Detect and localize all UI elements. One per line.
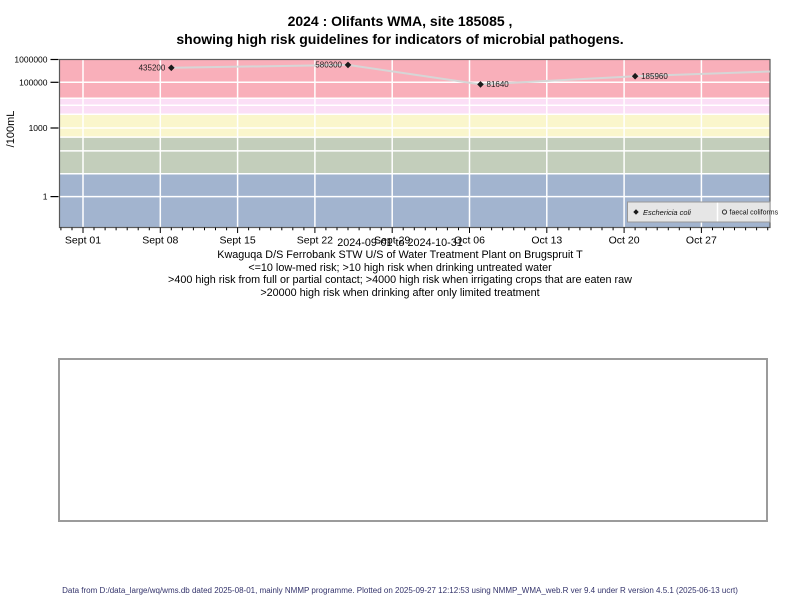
y-tick-label: 100000 — [19, 77, 48, 87]
legend-label: faecal coliforms — [730, 210, 779, 217]
caption-risk-line3: >20000 high risk when drinking after onl… — [260, 286, 540, 299]
legend-label: Eschericia coli — [643, 208, 691, 217]
caption-risk-line2: >400 high risk from full or partial cont… — [168, 274, 632, 287]
chart-captions: 2024-09-01 to 2024-10-31 Kwaguqa D/S Fer… — [0, 237, 800, 299]
chart-svg: 1000000 100000 1000 1/100mL Sept 01 Sept 08 Se… — [5, 55, 779, 247]
legend-circle-icon — [721, 209, 728, 215]
y-tick-label: 1000 — [29, 123, 48, 133]
legend-box — [627, 201, 771, 223]
risk-band — [59, 59, 770, 99]
footer-note: Data from D:/data_large/wq/wms.db dated … — [62, 586, 738, 595]
data-point — [477, 81, 484, 88]
y-axis-label: /100mL — [5, 111, 17, 148]
y-tick-label: 1 — [43, 192, 48, 202]
x-tick-label: Sept 29 — [374, 235, 410, 247]
data-point — [631, 72, 639, 80]
x-tick-label: Sept 22 — [297, 235, 333, 247]
chart-legend: Eschericia coli faecal coliforms — [627, 201, 779, 223]
data-point-label: 580300 — [315, 61, 342, 70]
empty-panel — [58, 358, 768, 522]
x-tick-label: Sept 08 — [142, 235, 178, 247]
chart-title-line2: showing high risk guidelines for indicat… — [176, 30, 624, 47]
x-tick-label: Sept 15 — [219, 235, 255, 247]
chart-title-line1: 2024 : Olifants WMA, site 185085 , — [287, 13, 513, 29]
x-tick-label: Oct 20 — [609, 235, 640, 247]
risk-band — [59, 137, 770, 174]
caption-risk-line1: <=10 low-med risk; >10 high risk when dr… — [248, 261, 552, 274]
x-tick-label: Oct 27 — [686, 235, 717, 247]
data-point-label: 435200 — [139, 64, 166, 73]
caption-date-range: 2024-09-01 to 2024-10-31 — [337, 237, 463, 249]
caption-site-description: Kwaguqa D/S Ferrobank STW U/S of Water T… — [217, 249, 583, 262]
data-point-label: 81640 — [487, 80, 510, 89]
y-tick-label: 1000000 — [14, 55, 47, 65]
risk-band — [59, 98, 770, 115]
risk-band — [59, 114, 770, 138]
x-tick-label: Sept 01 — [65, 235, 101, 247]
chart-plot-area: 1000000 100000 1000 1/100mL Sept 01 Sept 08 Se… — [0, 0, 800, 250]
chart-title: 2024 : Olifants WMA, site 185085 , showi… — [0, 13, 800, 48]
data-point-label: 185960 — [641, 72, 668, 81]
x-tick-label: Oct 13 — [531, 235, 562, 247]
legend-diamond-icon — [633, 209, 639, 215]
x-tick-label: Oct 06 — [454, 235, 485, 247]
data-point — [344, 61, 352, 69]
data-point — [168, 64, 175, 72]
